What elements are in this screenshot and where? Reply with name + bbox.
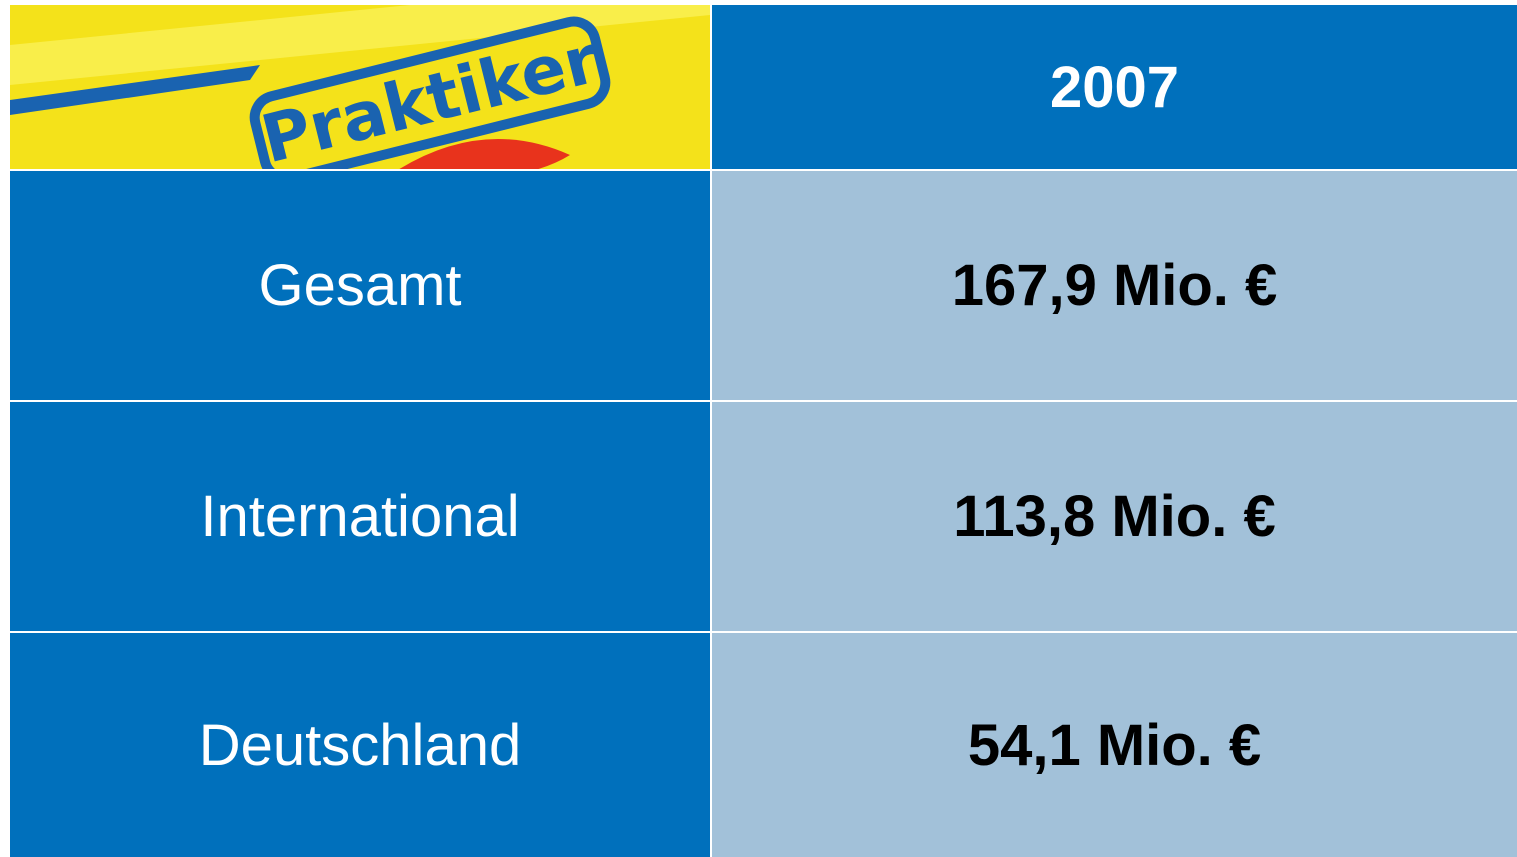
logo-graphic: Praktiker bbox=[10, 5, 710, 169]
row-value: 113,8 Mio. € bbox=[712, 402, 1517, 631]
row-label: Gesamt bbox=[10, 171, 710, 400]
row-label: Deutschland bbox=[10, 633, 710, 857]
slide-table: Praktiker 2007 Gesamt 167,9 Mio. € Inter… bbox=[0, 0, 1517, 857]
header-cell: 2007 bbox=[712, 5, 1517, 169]
row-label: International bbox=[10, 402, 710, 631]
row-value: 167,9 Mio. € bbox=[712, 171, 1517, 400]
row-value: 54,1 Mio. € bbox=[712, 633, 1517, 857]
logo-image: Praktiker bbox=[10, 5, 710, 169]
